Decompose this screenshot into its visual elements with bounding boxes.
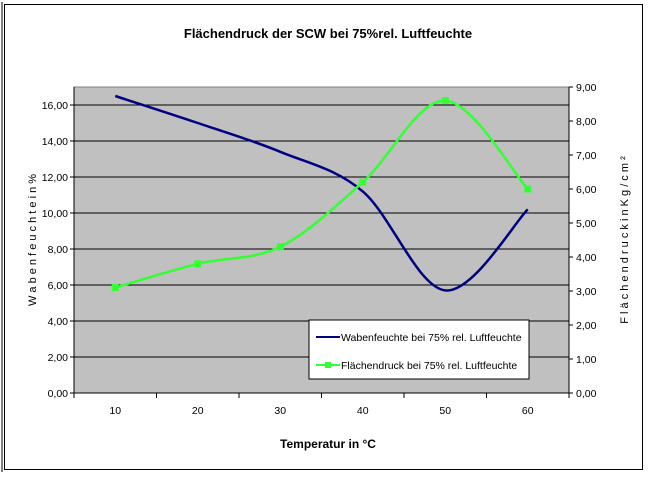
x-tick-label: 40 xyxy=(357,405,369,417)
y-right-tick-label: 2,00 xyxy=(576,320,597,332)
y-right-tick-label: 9,00 xyxy=(576,82,597,94)
data-point-flaechendruck xyxy=(276,243,284,251)
y-left-tick-label: 12,00 xyxy=(42,172,68,184)
legend-marker-flaechendruck xyxy=(325,362,331,368)
data-point-flaechendruck xyxy=(359,178,367,186)
x-tick-label: 30 xyxy=(274,405,286,417)
y-axis-left-title: W a b e n f e u c h t e i n % xyxy=(27,174,39,306)
y-axis-right-title: F l ä c h e n d r u c k i n K g / c m ² xyxy=(619,156,631,324)
legend-label-flaechendruck: Flächendruck bei 75% rel. Luftfeuchte xyxy=(341,360,517,372)
legend-label-wabenfeuchte: Wabenfeuchte bei 75% rel. Luftfeuchte xyxy=(341,332,522,344)
y-left-tick-label: 6,00 xyxy=(48,280,69,292)
y-right-tick-label: 4,00 xyxy=(576,252,597,264)
left-axis: 0,00 2,00 4,00 6,00 8,00 10,00 12,00 14,00 16,00 xyxy=(42,87,75,400)
data-point-flaechendruck xyxy=(111,284,119,292)
data-point-flaechendruck xyxy=(194,260,202,268)
y-left-tick-label: 16,00 xyxy=(42,100,68,112)
y-left-tick-label: 10,00 xyxy=(42,208,68,220)
y-left-tick-label: 4,00 xyxy=(48,316,69,328)
y-left-tick-label: 14,00 xyxy=(42,136,68,148)
y-right-tick-label: 0,00 xyxy=(576,388,597,400)
y-left-tick-label: 2,00 xyxy=(48,352,69,364)
x-axis-title: Temperatur in °C xyxy=(280,437,376,451)
y-right-tick-label: 8,00 xyxy=(576,116,597,128)
x-tick-label: 10 xyxy=(109,405,121,417)
y-left-tick-label: 8,00 xyxy=(48,244,69,256)
right-axis: 0,00 1,00 2,00 3,00 4,00 5,00 6,00 7,00 8,00 9,00 xyxy=(568,82,597,400)
chart-title: Flächendruck der SCW bei 75%rel. Luftfeu… xyxy=(184,26,472,41)
series-group xyxy=(111,94,532,292)
y-right-tick-label: 7,00 xyxy=(576,150,597,162)
y-left-tick-label: 0,00 xyxy=(48,388,69,400)
x-tick-label: 50 xyxy=(439,405,451,417)
y-right-tick-label: 1,00 xyxy=(576,354,597,366)
x-tick-label: 20 xyxy=(192,405,204,417)
x-tick-label: 60 xyxy=(522,405,534,417)
y-right-tick-label: 5,00 xyxy=(576,218,597,230)
x-axis: 10 20 30 40 50 60 xyxy=(73,392,570,417)
y-right-tick-label: 6,00 xyxy=(576,184,597,196)
data-point-flaechendruck xyxy=(524,185,532,193)
data-point-flaechendruck xyxy=(441,97,449,105)
legend: Wabenfeuchte bei 75% rel. Luftfeuchte Fl… xyxy=(308,319,530,380)
y-right-tick-label: 3,00 xyxy=(576,286,597,298)
legend-box xyxy=(308,319,530,380)
series-line-wabenfeuchte xyxy=(114,94,529,292)
